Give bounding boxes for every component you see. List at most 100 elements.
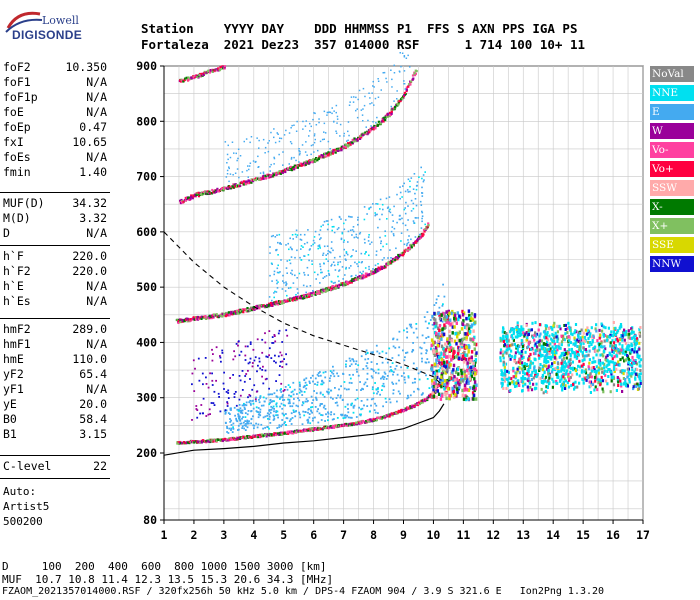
echo-point [622,377,625,380]
echo-point [529,360,532,364]
echo-point [438,361,441,365]
echo-point [556,366,559,369]
echo-point [242,437,246,440]
echo-point [247,396,249,399]
echo-point [409,394,412,397]
echo-point [466,361,469,365]
echo-point [347,416,350,419]
echo-point [635,385,638,388]
echo-point [533,369,536,372]
echo-point [578,381,581,385]
echo-point [244,375,247,377]
echo-point [279,300,282,303]
echo-point [345,143,348,146]
echo-point [213,191,216,194]
param-value: 58.4 [79,412,107,426]
echo-point [514,385,517,388]
echo-point [268,302,271,305]
echo-point [278,170,281,173]
echo-point [349,216,352,218]
echo-point [249,341,252,344]
param-value: 220.0 [72,264,107,278]
echo-point [309,285,312,287]
echo-point [506,339,509,343]
echo-point [390,112,393,115]
echo-point [330,265,332,267]
echo-point [273,163,275,165]
echo-point [287,398,289,401]
echo-point [422,174,425,176]
echo-point [345,360,348,362]
echo-point [349,416,352,419]
echo-point [567,365,570,369]
echo-point [285,363,288,366]
echo-point [454,383,458,388]
echo-point [569,358,572,362]
echo-point [298,161,300,163]
echo-point [273,296,275,299]
echo-point [584,348,587,351]
echo-point [280,354,283,357]
echo-point [272,342,275,344]
echo-point [433,376,436,381]
echo-point [633,383,636,387]
echo-point [529,352,532,356]
echo-point [450,390,454,395]
echo-point [363,104,366,107]
echo-point [340,238,343,241]
echo-point [419,346,422,349]
echo-point [244,359,247,361]
echo-point [407,375,410,378]
echo-point [284,404,286,407]
echo-point [636,355,639,359]
echo-point [525,331,528,334]
echo-point [606,370,609,373]
echo-point [601,379,605,383]
echo-point [359,134,363,137]
echo-point [573,336,576,340]
echo-point [610,330,613,334]
echo-point [557,362,560,366]
echo-point [549,342,552,346]
echo-point [399,191,402,194]
echo-point [185,318,188,321]
echo-point [638,383,641,387]
echo-point [339,147,342,150]
echo-point [594,345,597,349]
echo-point [271,342,274,344]
echo-point [555,380,558,383]
echo-point [358,261,360,263]
echo-point [264,426,266,429]
echo-point [252,402,255,405]
echo-point [440,344,444,349]
echo-point [504,362,508,366]
echo-point [452,368,455,372]
echo-point [460,357,464,361]
echo-point [291,417,294,419]
echo-point [457,349,460,353]
echo-point [280,402,283,405]
echo-point [266,412,269,415]
echo-point [551,355,554,359]
echo-point [533,338,536,342]
echo-point [382,405,384,408]
echo-point [206,192,209,195]
echo-point [595,323,598,327]
echo-point [584,328,587,332]
echo-point [465,374,468,379]
echo-point [628,336,631,340]
echo-point [389,249,391,251]
echo-point [343,414,346,417]
echo-point [238,176,240,179]
echo-point [613,331,616,334]
echo-point [407,219,409,221]
echo-point [268,413,271,416]
echo-point [462,354,465,359]
echo-point [424,399,427,402]
echo-point [319,374,322,377]
echo-point [391,214,394,216]
echo-point [317,157,321,160]
echo-point [281,171,284,174]
echo-point [586,340,590,344]
echo-point [577,334,580,338]
